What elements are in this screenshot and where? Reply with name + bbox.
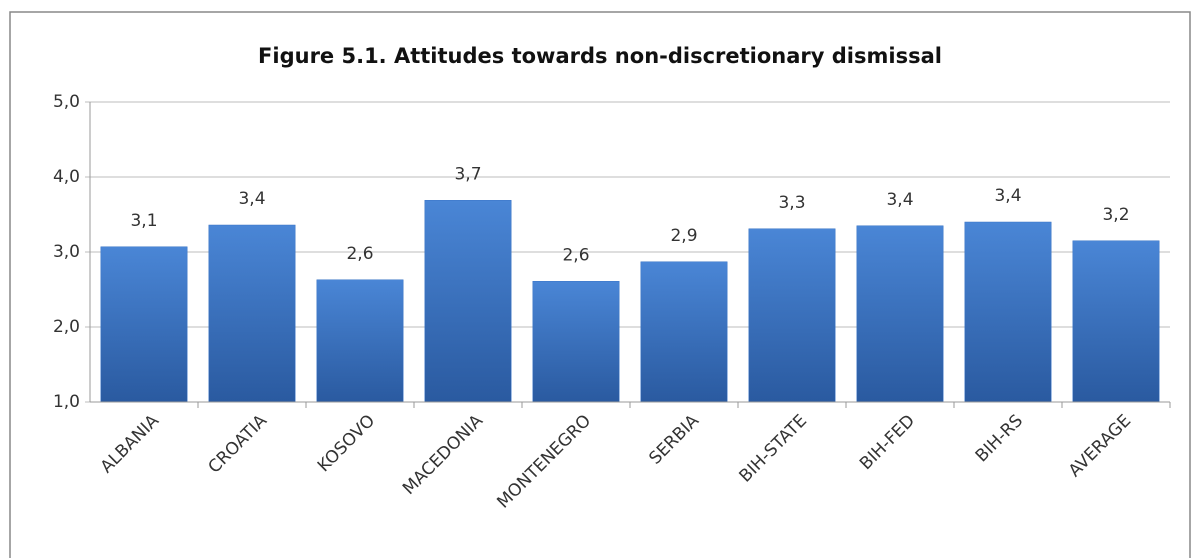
y-tick-label: 5,0 [53, 92, 80, 112]
bar [100, 246, 188, 403]
y-tick-label: 1,0 [53, 392, 80, 412]
chart-title: Figure 5.1. Attitudes towards non-discre… [258, 44, 942, 68]
value-label: 3,1 [130, 211, 157, 231]
bar [424, 200, 512, 403]
bar [208, 224, 296, 403]
bar [640, 261, 728, 403]
value-label: 2,6 [346, 244, 373, 264]
value-label: 2,9 [670, 226, 697, 246]
value-label: 3,4 [886, 190, 913, 210]
bar [316, 279, 404, 403]
bar [532, 281, 620, 403]
bar [748, 228, 836, 403]
value-label: 3,4 [238, 189, 265, 209]
value-label: 3,7 [454, 164, 481, 184]
value-label: 3,3 [778, 193, 805, 213]
bar [1072, 240, 1160, 403]
value-label: 3,4 [994, 186, 1021, 206]
y-tick-label: 4,0 [53, 167, 80, 187]
value-label: 3,2 [1102, 205, 1129, 225]
bar [964, 221, 1052, 403]
bar [856, 225, 944, 403]
y-tick-label: 3,0 [53, 242, 80, 262]
value-label: 2,6 [562, 245, 589, 265]
y-tick-label: 2,0 [53, 317, 80, 337]
